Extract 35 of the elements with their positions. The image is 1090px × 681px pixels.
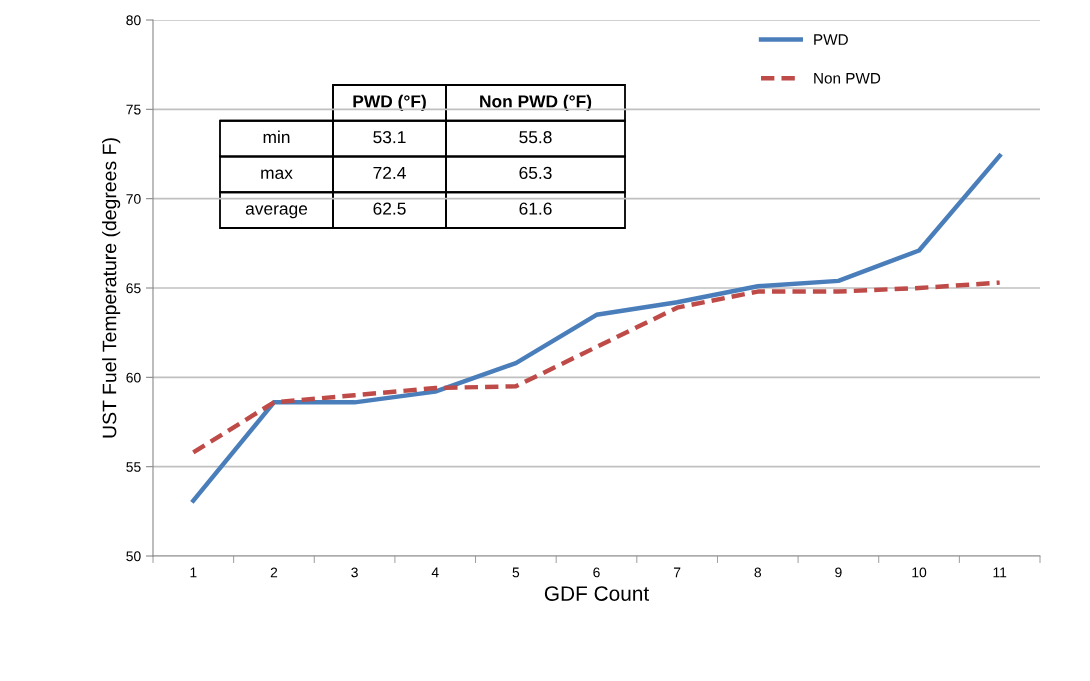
x-tick-label: 3 — [351, 567, 358, 578]
annotation: PWD (°F) — [353, 94, 426, 111]
y-tick-label: 70 — [126, 194, 141, 204]
annotation: 61.6 — [519, 202, 552, 215]
y-tick-label: 60 — [126, 372, 141, 383]
x-tick-label: 10 — [912, 567, 927, 578]
annotation: Non PWD (°F) — [480, 94, 592, 111]
line-series — [191, 280, 1002, 455]
y-tick-label: 65 — [126, 283, 141, 294]
annotation: 72.4 — [373, 166, 406, 179]
x-tick-label: 4 — [431, 567, 439, 578]
x-tick-label: 8 — [754, 567, 762, 578]
y-tick-label: 75 — [126, 104, 141, 115]
annotation: 62.5 — [373, 202, 406, 215]
x-tick-label: 5 — [512, 567, 520, 578]
y-tick-label: 55 — [126, 462, 141, 472]
x-tick-label: 9 — [835, 567, 842, 578]
x-tick-label: 11 — [993, 567, 1007, 578]
legend-label: PWD — [814, 34, 848, 45]
x-axis-title: GDF Count — [544, 586, 650, 601]
x-tick-label: 1 — [190, 567, 197, 578]
annotation: 65.3 — [519, 166, 552, 180]
annotation: average — [245, 205, 308, 219]
annotation: max — [261, 169, 293, 180]
annotation: min — [263, 130, 290, 144]
annotation: 53.1 — [373, 130, 406, 144]
line-series — [191, 153, 1002, 503]
x-tick-label: 6 — [593, 567, 600, 578]
annotation: 55.8 — [519, 130, 552, 144]
legend-label: Non PWD — [814, 73, 881, 84]
y-axis-title: UST Fuel Temperature (degrees F) — [102, 138, 121, 438]
x-tick-label: 7 — [673, 567, 681, 578]
x-tick-label: 2 — [270, 567, 278, 578]
y-tick-label: 50 — [126, 551, 141, 562]
y-tick-label: 80 — [126, 15, 141, 26]
